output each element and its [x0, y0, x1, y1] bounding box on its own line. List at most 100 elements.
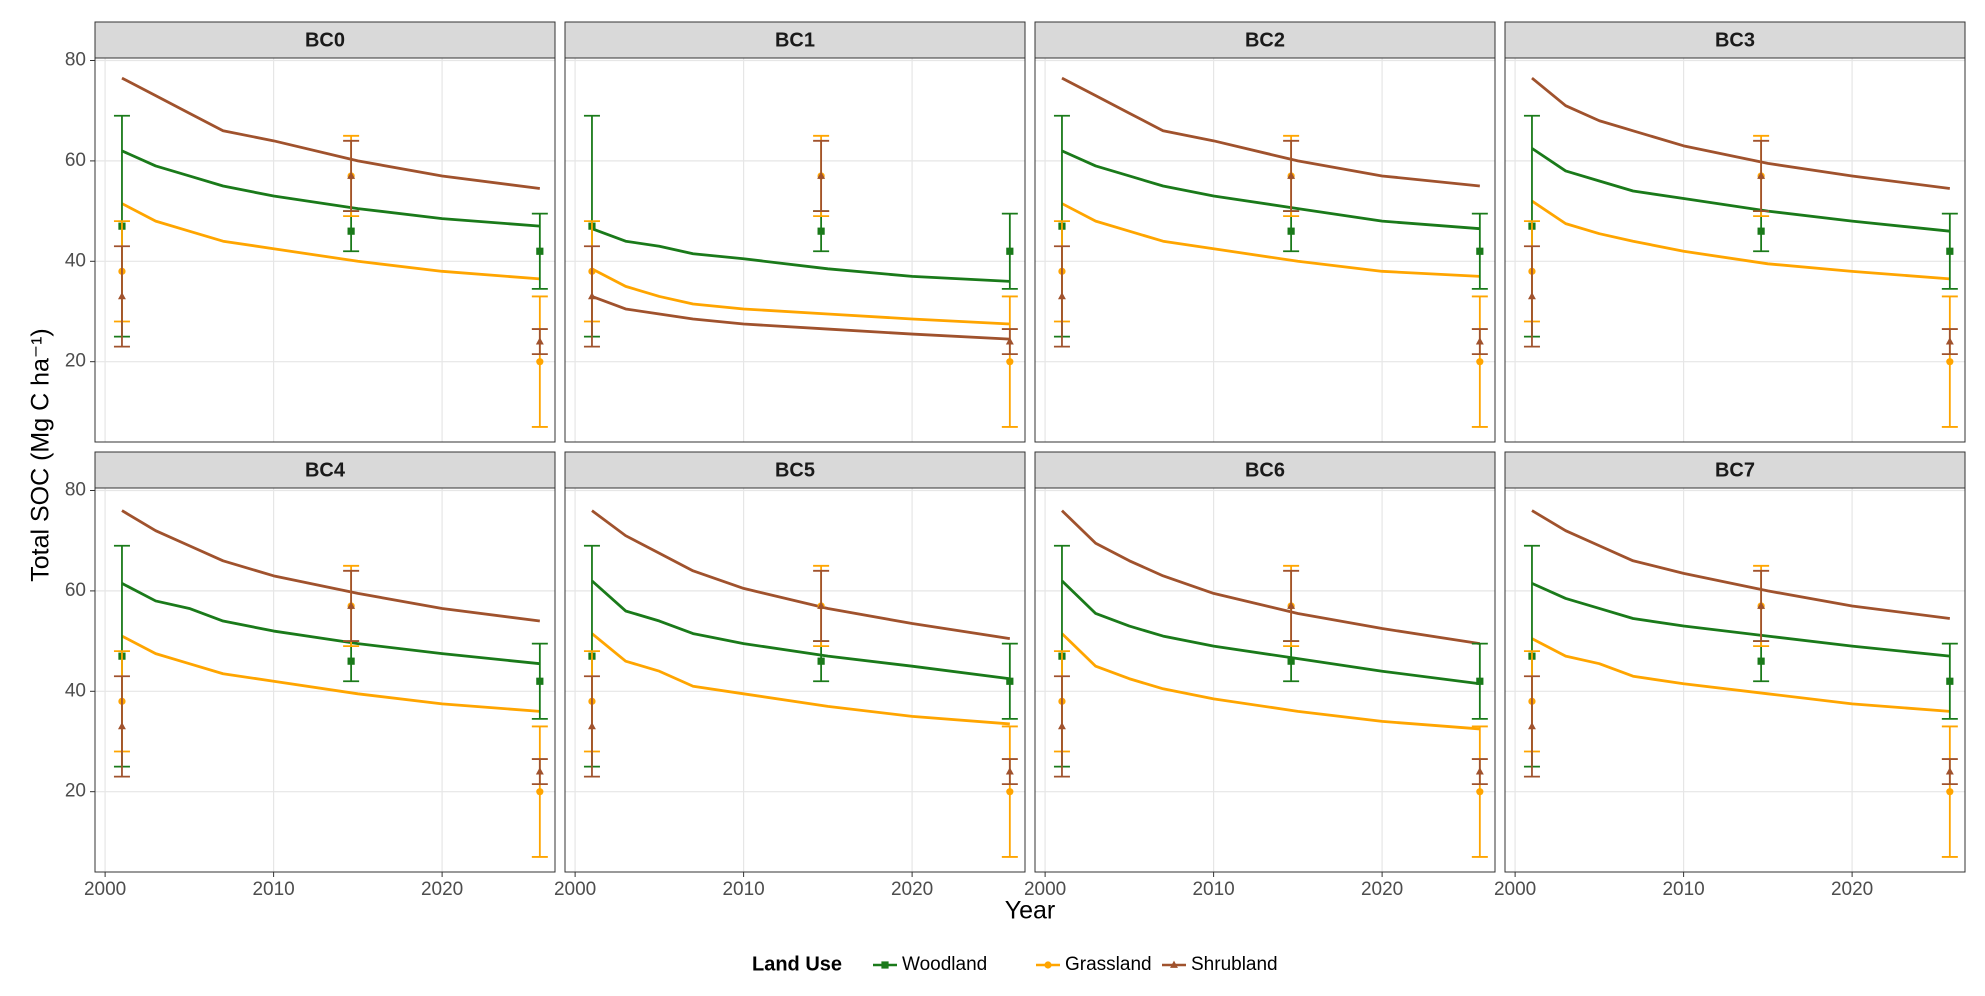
line	[591, 227, 1010, 283]
panel-border	[94, 57, 556, 443]
line	[1531, 147, 1950, 233]
marker	[1757, 601, 1766, 609]
marker	[1946, 247, 1954, 255]
strip-title: BC2	[1245, 29, 1285, 51]
line	[1531, 76, 1951, 190]
marker	[347, 601, 356, 609]
y-tick-label: 60	[65, 150, 86, 171]
legend-title: Land Use	[752, 953, 842, 975]
line	[1061, 76, 1480, 188]
marker	[536, 358, 544, 366]
line	[1061, 202, 1480, 278]
line	[121, 202, 540, 281]
x-tick-label: 2020	[1831, 879, 1873, 900]
marker	[1476, 677, 1484, 685]
marker	[1946, 358, 1954, 366]
strip	[94, 451, 556, 489]
marker	[1757, 171, 1766, 179]
line	[1060, 579, 1481, 686]
line	[1531, 637, 1950, 713]
marker	[1006, 247, 1014, 255]
line	[121, 634, 540, 713]
strip-title: BC0	[305, 29, 345, 51]
panel-bg	[565, 58, 1025, 442]
marker	[1287, 227, 1295, 235]
strip	[1034, 21, 1496, 59]
marker	[1006, 788, 1014, 796]
marker	[1527, 722, 1536, 730]
x-tick-label: 2020	[1361, 879, 1403, 900]
marker	[817, 657, 825, 665]
strip-title: BC4	[305, 459, 346, 481]
y-tick-label: 40	[65, 680, 86, 701]
x-tick-label: 2000	[554, 879, 596, 900]
panel-bg	[1035, 488, 1495, 872]
marker	[1527, 292, 1536, 300]
marker	[1476, 788, 1484, 796]
marker	[1006, 677, 1014, 685]
x-axis-title: Year	[1005, 897, 1056, 925]
line	[121, 582, 540, 666]
strip-title: BC5	[775, 459, 815, 481]
line	[1060, 509, 1481, 645]
legend-label: Shrubland	[1191, 954, 1278, 975]
line	[591, 509, 1011, 640]
marker	[1475, 767, 1484, 775]
line	[591, 632, 1010, 726]
strip-title: BC6	[1245, 459, 1285, 481]
strip	[564, 451, 1026, 489]
legend-key-marker	[1044, 961, 1052, 969]
strip	[1504, 451, 1966, 489]
marker	[535, 767, 544, 775]
line	[1531, 582, 1950, 658]
y-axis-title: Total SOC (Mg C ha⁻¹)	[27, 328, 55, 582]
line	[1531, 509, 1951, 620]
marker	[1057, 722, 1066, 730]
marker	[1757, 657, 1765, 665]
panel-border	[94, 487, 556, 873]
y-tick-label: 20	[65, 351, 86, 372]
panel-bg	[95, 58, 555, 442]
panel-bg	[1505, 488, 1965, 872]
strip	[1034, 451, 1496, 489]
marker	[1287, 657, 1295, 665]
marker	[1946, 788, 1954, 796]
marker	[587, 722, 596, 730]
panel-border	[564, 487, 1026, 873]
marker	[1945, 337, 1954, 345]
marker	[347, 657, 355, 665]
x-tick-label: 2010	[252, 879, 294, 900]
panel-bg	[95, 488, 555, 872]
line	[1531, 199, 1950, 281]
marker	[1945, 767, 1954, 775]
marker	[536, 788, 544, 796]
strip-title: BC3	[1715, 29, 1755, 51]
marker	[347, 171, 356, 179]
marker	[1057, 292, 1066, 300]
line	[121, 149, 540, 228]
panel-border	[1034, 487, 1496, 873]
panel-border	[1034, 57, 1496, 443]
line	[591, 295, 1010, 341]
x-tick-label: 2010	[722, 879, 764, 900]
legend-label: Grassland	[1065, 954, 1152, 975]
legend-key-marker	[881, 961, 889, 969]
strip	[564, 21, 1026, 59]
x-tick-label: 2010	[1662, 879, 1704, 900]
x-tick-label: 2010	[1192, 879, 1234, 900]
y-tick-label: 80	[65, 480, 86, 501]
marker	[817, 601, 826, 609]
strip-title: BC7	[1715, 459, 1755, 481]
marker	[817, 227, 825, 235]
y-tick-label: 80	[65, 50, 86, 71]
panel-bg	[565, 488, 1025, 872]
x-tick-label: 2000	[1024, 879, 1066, 900]
marker	[536, 247, 544, 255]
marker	[817, 171, 826, 179]
line	[121, 509, 541, 623]
marker	[117, 292, 126, 300]
marker	[117, 722, 126, 730]
x-tick-label: 2000	[1494, 879, 1536, 900]
marker	[1005, 337, 1014, 345]
marker	[1475, 337, 1484, 345]
